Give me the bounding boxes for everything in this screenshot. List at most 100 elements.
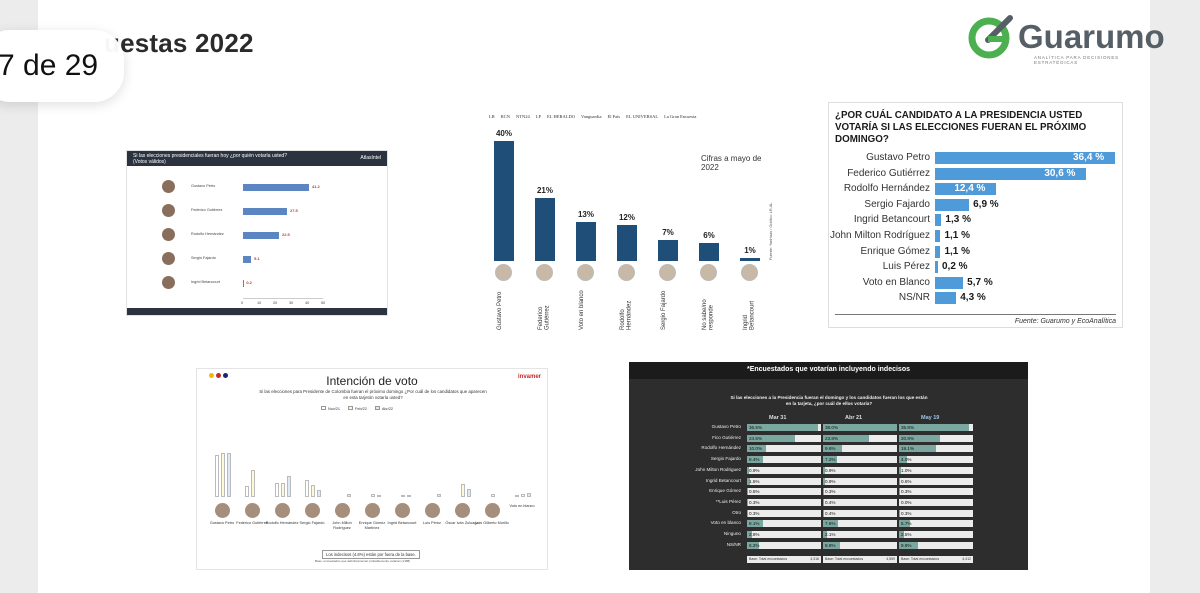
poll-guarumo-card: ¿POR CUÁL CANDIDATO A LA PRESIDENCIA UST… — [828, 102, 1123, 328]
poll4-candidate-name: Sergio Fajardo — [299, 521, 325, 525]
poll5-cell-value: 7.2% — [825, 457, 836, 463]
poll5-cell: 19.1% — [899, 445, 973, 453]
media-logos: LR RCN NTN24 LP EL HERALDO Vanguardia El País E… — [489, 114, 779, 119]
poll4-bar — [251, 470, 255, 497]
media-logo: EL HERALDO — [547, 114, 576, 119]
poll1-axis-tick: 20 — [273, 301, 278, 305]
poll5-cell-value: 0.3% — [901, 510, 912, 516]
poll-yanhaas-card: LR RCN NTN24 LP EL HERALDO Vanguardia El País E… — [487, 110, 779, 330]
poll3-bar — [935, 214, 942, 227]
poll1-question: Si las elecciones presidenciales fueran … — [133, 153, 287, 159]
poll5-cell: 0.3% — [747, 509, 821, 517]
poll5-cell-fill — [899, 488, 900, 496]
poll-table-card: *Encuestados que votarían incluyendo ind… — [629, 362, 1028, 570]
poll1-row: Federico Gutiérrez 27.5 — [127, 204, 387, 218]
poll3-bar — [935, 167, 1087, 180]
poll3-value: 1,1 % — [944, 245, 971, 257]
poll5-cell: 8.1% — [747, 520, 821, 528]
poll5-cell-value: 0.3% — [901, 489, 912, 495]
poll3-candidate-name: Luis Pérez — [882, 261, 930, 273]
poll4-group — [329, 449, 357, 497]
poll3-bar — [935, 245, 941, 258]
poll5-cell: 4.0% — [899, 456, 973, 464]
logo-tagline: ANALÍTICA PARA DECISIONES ESTRATÉGICAS — [1034, 55, 1119, 65]
poll3-value: 5,7 % — [967, 276, 993, 288]
poll1-row: Gustavo Petro 41.2 — [127, 180, 387, 194]
media-logo: LP — [535, 114, 542, 119]
poll5-cell: 23.8% — [823, 434, 897, 442]
media-logo: El País — [607, 114, 621, 119]
poll1-bar — [243, 208, 287, 215]
candidate-avatar — [700, 264, 717, 281]
poll5-cell: 9.6% — [823, 445, 897, 453]
poll5-column-header: May 19 — [921, 415, 940, 421]
poll5-row-name: John Milton Rodriguez — [695, 466, 741, 472]
poll4-candidate-name: Luis Gilberto Murillo — [475, 521, 509, 525]
poll3-bar — [935, 261, 938, 274]
poll5-cell-value: 0.3% — [825, 489, 836, 495]
candidate-avatar — [162, 204, 175, 217]
poll4-candidate-name: Ingrid Betancourt — [387, 521, 417, 525]
poll2-bar — [658, 240, 678, 261]
poll3-bar — [935, 292, 957, 305]
poll5-cell: 7.2% — [823, 456, 897, 464]
page-title: uestas 2022 — [104, 28, 254, 58]
poll4-candidate-name: Gustavo Petro — [209, 521, 235, 525]
poll4-bar — [317, 490, 321, 497]
candidate-avatar — [618, 264, 635, 281]
poll1-axis-tick: 30 — [289, 301, 294, 305]
poll1-bar — [243, 256, 252, 263]
poll3-question: ¿POR CUÁL CANDIDATO A LA PRESIDENCIA UST… — [835, 110, 1087, 146]
poll5-cell: 0.4% — [823, 498, 897, 506]
poll3-candidate-name: Federico Gutiérrez — [847, 167, 930, 179]
candidate-avatar — [495, 264, 512, 281]
media-logo: RCN — [500, 114, 511, 119]
media-logo: Vanguardia — [581, 114, 602, 119]
poll3-value: 30,6 % — [1044, 167, 1076, 179]
candidate-avatar — [365, 503, 380, 518]
poll5-cell-fill — [899, 477, 901, 485]
poll4-group — [239, 449, 267, 497]
poll5-cell-value: 9.6% — [825, 446, 836, 452]
candidate-avatar — [162, 228, 175, 241]
poll5-cell-value: 1.5% — [749, 478, 760, 484]
poll5-column-header: Abr 21 — [845, 415, 863, 421]
poll5-cell-value: 0.9% — [749, 467, 760, 473]
poll5-cell: 1.5% — [747, 477, 821, 485]
poll5-cell-fill — [899, 456, 907, 464]
poll5-cell: 38.0% — [823, 424, 897, 431]
poll3-candidate-name: Ingrid Betancourt — [853, 214, 930, 226]
poll5-row-name: NS/NR — [726, 541, 741, 547]
poll2-pct: 1% — [744, 246, 756, 255]
poll5-cell: 20.8% — [899, 434, 973, 442]
poll1-axis-tick: 10 — [257, 301, 262, 305]
poll5-base-value: 4,316 — [810, 557, 819, 561]
poll1-axis — [243, 298, 323, 299]
poll1-axis-tick: 50 — [321, 301, 326, 305]
poll5-row-name: Ninguno — [723, 531, 741, 536]
poll5-cell-value: 10.0% — [749, 446, 763, 452]
poll5-cell-fill — [823, 488, 824, 496]
poll5-cell: 24.5% — [747, 434, 821, 442]
poll4-bar — [227, 453, 231, 497]
presentation-slide: uestas 2022 Guarumo ANALÍTICA PARA DECIS… — [38, 0, 1165, 593]
poll1-value: 22.5 — [282, 232, 290, 237]
candidate-avatar — [425, 503, 440, 518]
poll3-candidate-name: Voto en Blanco — [862, 276, 930, 288]
poll5-cell-fill — [747, 488, 748, 496]
poll5-cell-fill — [899, 509, 900, 517]
poll4-candidate-name: Rodolfo Hernández — [265, 521, 299, 525]
poll5-base: Base: Total encuestados 4,559 — [823, 556, 897, 563]
poll4-candidate-name: Federico Gutiérrez — [236, 521, 268, 525]
poll5-cell-value: 36.5% — [749, 425, 763, 430]
poll1-candidate-name: Gustavo Petro — [191, 184, 216, 188]
poll1-value: 41.2 — [311, 184, 320, 189]
poll5-row-name: Fico Gutiérrez — [712, 434, 741, 440]
poll5-cell: 35.8% — [899, 424, 973, 431]
poll3-value: 1,1 % — [944, 230, 971, 241]
candidate-avatar — [162, 180, 175, 193]
poll5-cell: 2.5% — [899, 531, 973, 538]
poll5-cell-fill — [747, 498, 748, 506]
poll2-pct: 7% — [662, 228, 674, 237]
poll4-legend: Nov/21 Feb/22 Abr/22 — [321, 406, 393, 411]
